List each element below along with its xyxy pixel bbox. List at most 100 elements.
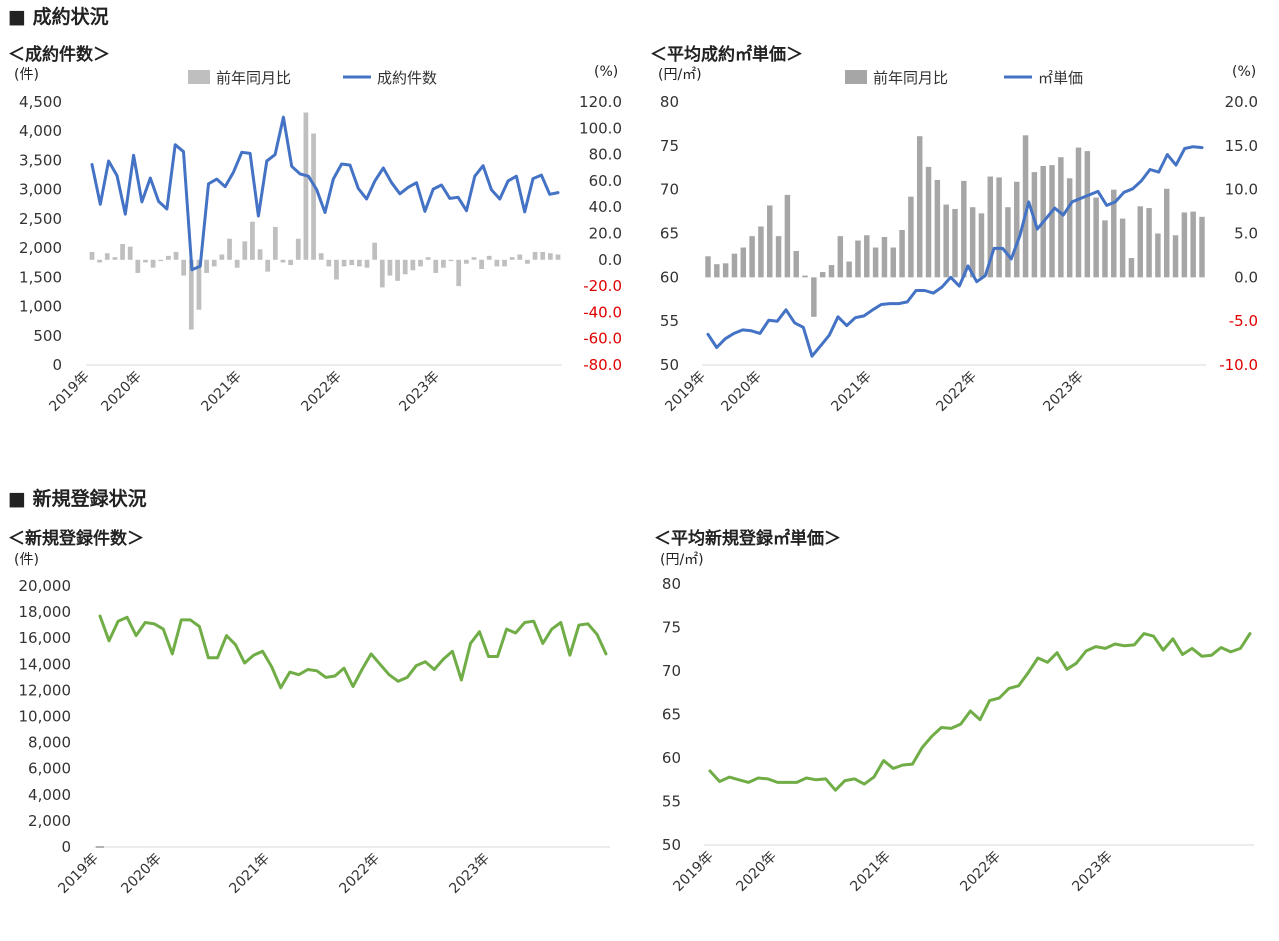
bar-yoy bbox=[525, 259, 530, 264]
left-unit-listing-count: (件) bbox=[14, 552, 39, 568]
left-tick-label: 3,000 bbox=[19, 181, 62, 199]
left-tick-label: 2,000 bbox=[28, 812, 71, 830]
bar-yoy bbox=[341, 259, 347, 267]
bar-yoy bbox=[242, 241, 248, 260]
bar-yoy bbox=[1190, 211, 1196, 278]
bar-yoy bbox=[731, 253, 738, 278]
right-unit-contract-unit-price: (%) bbox=[1232, 64, 1257, 80]
x-tick-label: 2019年 bbox=[670, 849, 716, 895]
right-tick-label: 20.0 bbox=[589, 225, 622, 243]
bar-yoy bbox=[509, 257, 515, 260]
legend-label-bar: 前年同月比 bbox=[873, 69, 948, 87]
left-tick-label: 55 bbox=[660, 312, 679, 330]
x-tick-label: 2021年 bbox=[847, 849, 893, 895]
right-tick-label: -80.0 bbox=[583, 356, 622, 374]
bar-yoy bbox=[433, 259, 439, 273]
bar-yoy bbox=[471, 257, 477, 260]
bar-yoy bbox=[418, 259, 423, 267]
left-unit-listing-unit-price: (円/㎡) bbox=[660, 552, 704, 568]
bar-yoy bbox=[819, 272, 826, 278]
bar-yoy bbox=[925, 166, 932, 278]
bar-yoy bbox=[211, 259, 217, 267]
bar-yoy bbox=[143, 259, 148, 263]
x-tick-label: 2020年 bbox=[733, 849, 779, 895]
x-tick-label: 2023年 bbox=[1069, 849, 1115, 895]
bar-yoy bbox=[846, 261, 852, 278]
left-tick-label: 70 bbox=[662, 662, 681, 680]
bar-yoy bbox=[395, 259, 400, 281]
bar-yoy bbox=[775, 236, 782, 278]
left-tick-label: 0 bbox=[52, 356, 62, 374]
bar-yoy bbox=[811, 277, 817, 317]
bar-yoy bbox=[1014, 181, 1020, 278]
left-tick-label: 75 bbox=[660, 137, 679, 155]
bar-yoy bbox=[722, 263, 729, 278]
bar-yoy bbox=[265, 259, 271, 272]
bar-yoy bbox=[1163, 188, 1170, 278]
bar-yoy bbox=[1102, 220, 1108, 278]
bar-yoy bbox=[996, 177, 1002, 278]
bar-yoy bbox=[1084, 151, 1091, 278]
bar-yoy bbox=[784, 194, 791, 278]
x-tick-label: 2023年 bbox=[446, 851, 492, 897]
legend-label-bar: 前年同月比 bbox=[216, 69, 291, 87]
bar-yoy bbox=[196, 259, 202, 310]
bar-yoy bbox=[855, 240, 861, 278]
left-tick-label: 50 bbox=[660, 356, 679, 374]
left-unit-contract-unit-price: (円/㎡) bbox=[658, 67, 702, 83]
right-tick-label: -5.0 bbox=[1229, 312, 1258, 330]
bar-yoy bbox=[943, 204, 949, 278]
bar-yoy bbox=[257, 249, 263, 260]
bar-yoy bbox=[204, 259, 209, 273]
right-tick-label: 20.0 bbox=[1225, 93, 1258, 111]
right-tick-label: 5.0 bbox=[1234, 225, 1258, 243]
bar-yoy bbox=[705, 256, 711, 278]
bar-yoy bbox=[802, 275, 808, 278]
bar-yoy bbox=[1005, 207, 1011, 278]
bar-yoy bbox=[272, 226, 278, 260]
bar-yoy bbox=[978, 213, 985, 278]
bar-yoy bbox=[425, 257, 431, 260]
left-tick-label: 55 bbox=[662, 793, 681, 811]
x-tick-label: 2019年 bbox=[55, 851, 101, 897]
left-tick-label: 80 bbox=[660, 93, 679, 111]
right-tick-label: 80.0 bbox=[589, 146, 622, 164]
x-tick-label: 2020年 bbox=[98, 369, 144, 415]
bar-yoy bbox=[150, 259, 156, 268]
left-tick-label: 12,000 bbox=[19, 681, 72, 699]
bar-yoy bbox=[837, 236, 844, 278]
x-tick-label: 2023年 bbox=[1040, 369, 1086, 415]
legend-label-line: 成約件数 bbox=[377, 69, 437, 87]
bar-yoy bbox=[280, 259, 286, 263]
left-tick-label: 80 bbox=[662, 575, 681, 593]
chart-title-contract-count: ＜成約件数＞ bbox=[8, 45, 110, 65]
right-tick-label: -40.0 bbox=[583, 303, 622, 321]
bar-yoy bbox=[1066, 178, 1073, 278]
x-tick-label: 2022年 bbox=[933, 369, 979, 415]
bar-yoy bbox=[303, 112, 309, 260]
bar-yoy bbox=[120, 244, 125, 260]
bar-yoy bbox=[881, 237, 888, 278]
left-tick-label: 500 bbox=[33, 327, 62, 345]
x-tick-label: 2020年 bbox=[718, 369, 764, 415]
bar-yoy bbox=[173, 251, 179, 260]
bar-yoy bbox=[1058, 157, 1064, 278]
bar-yoy bbox=[1075, 147, 1082, 278]
section-title-listings: ■ 新規登録状況 bbox=[8, 488, 147, 510]
right-tick-label: -10.0 bbox=[1219, 356, 1258, 374]
bar-yoy bbox=[448, 259, 454, 262]
bar-yoy bbox=[318, 253, 324, 260]
legend-label-line: ㎡単価 bbox=[1038, 69, 1083, 87]
bar-yoy bbox=[219, 254, 225, 260]
left-tick-label: 4,500 bbox=[19, 93, 62, 111]
bar-yoy bbox=[456, 259, 462, 287]
bar-yoy bbox=[97, 259, 103, 263]
chart-title-contract-unit-price: ＜平均成約㎡単価＞ bbox=[650, 45, 803, 65]
left-tick-label: 1,500 bbox=[19, 268, 62, 286]
bar-yoy bbox=[463, 259, 469, 264]
bar-yoy bbox=[181, 259, 187, 276]
bar-yoy bbox=[1119, 218, 1126, 278]
left-tick-label: 6,000 bbox=[28, 760, 71, 778]
bar-yoy bbox=[410, 259, 416, 271]
